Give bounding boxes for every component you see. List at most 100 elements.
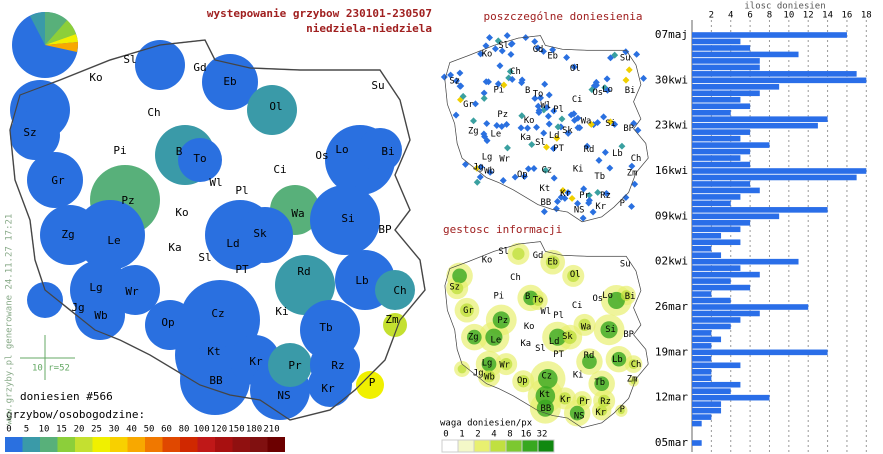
legend-swatch bbox=[110, 437, 128, 452]
density-core bbox=[538, 369, 558, 389]
report-dot bbox=[611, 120, 619, 128]
region-label: BP bbox=[623, 330, 634, 340]
bar bbox=[692, 155, 741, 161]
density-core bbox=[460, 303, 474, 318]
region-label: Zm bbox=[627, 374, 638, 384]
region-label: Kt bbox=[540, 184, 551, 194]
subtitle: niedziela-niedziela bbox=[306, 22, 432, 35]
density-core bbox=[517, 375, 530, 388]
legend-title: grzybow/osobogodzine: bbox=[6, 408, 145, 421]
legend-swatch bbox=[180, 437, 198, 452]
region-label: Lo bbox=[335, 143, 348, 156]
region-label: Ol bbox=[570, 64, 581, 74]
bar bbox=[692, 388, 731, 394]
density-core bbox=[630, 378, 637, 385]
density-blob bbox=[356, 371, 384, 399]
region-label: Rz bbox=[600, 397, 611, 407]
region-label: Tb bbox=[594, 378, 605, 388]
density-core bbox=[596, 405, 608, 417]
legend-swatch bbox=[127, 437, 145, 452]
bar bbox=[692, 440, 702, 446]
legend-swatch bbox=[162, 437, 180, 452]
region-label: Kr bbox=[595, 202, 606, 212]
report-dot bbox=[559, 187, 567, 194]
region-label: Eb bbox=[547, 52, 558, 62]
region-label: Rz bbox=[331, 359, 344, 372]
region-label: Kr bbox=[560, 189, 571, 199]
region-label: Bi bbox=[381, 145, 394, 158]
region-label: Op bbox=[517, 170, 528, 180]
x-tick-label: 4 bbox=[728, 11, 733, 21]
report-dot bbox=[554, 198, 561, 205]
region-label: Pz bbox=[497, 110, 508, 120]
region-label: Sk bbox=[253, 227, 267, 240]
density-blob bbox=[247, 85, 297, 135]
region-label: Zg bbox=[61, 228, 74, 241]
report-dot bbox=[585, 196, 593, 204]
region-label: Le bbox=[107, 234, 120, 247]
density-title: gestosc informacji bbox=[443, 223, 562, 236]
x-tick-label: 12 bbox=[803, 11, 814, 21]
bar bbox=[692, 77, 867, 84]
legend-tick: 60 bbox=[161, 425, 172, 435]
density-core bbox=[607, 291, 625, 309]
region-label: Wa bbox=[581, 322, 592, 332]
region-label: Kr bbox=[249, 355, 263, 368]
region-label: Ki bbox=[275, 305, 288, 318]
region-label: Ol bbox=[269, 100, 282, 113]
region-label: Gd bbox=[193, 61, 206, 74]
bar bbox=[692, 174, 857, 181]
legend-swatch bbox=[215, 437, 233, 452]
region-label: Le bbox=[491, 336, 502, 346]
country-border bbox=[444, 241, 649, 429]
bar bbox=[692, 148, 751, 155]
main-map: Sl Gd Ko Eb Su Ol Ch Sz Pi B To Os Lo Bi Ci Wl Pl Gr Pz Ko W… bbox=[9, 39, 426, 421]
region-label: Wr bbox=[499, 155, 510, 165]
bar bbox=[692, 207, 828, 213]
legend-tick: 80 bbox=[179, 425, 190, 435]
region-label: Ld bbox=[549, 337, 560, 347]
region-label: Ch bbox=[147, 106, 160, 119]
region-label: Lo bbox=[602, 291, 613, 301]
legend-swatch bbox=[40, 437, 58, 452]
x-tick-label: 18 bbox=[861, 11, 872, 21]
region-label: Wa bbox=[291, 207, 304, 220]
region-label: Sz bbox=[449, 283, 460, 293]
density-swatch bbox=[489, 439, 507, 453]
region-label: PT bbox=[553, 144, 564, 154]
region-label: Kt bbox=[540, 390, 551, 400]
region-label: Zg bbox=[468, 127, 479, 137]
bar bbox=[692, 394, 770, 401]
report-dot bbox=[531, 94, 539, 102]
report-dot bbox=[500, 81, 508, 89]
region-label: Os bbox=[592, 88, 603, 98]
report-dot bbox=[550, 174, 558, 182]
report-dot bbox=[524, 165, 532, 173]
density-legend-title: waga doniesien/px bbox=[440, 419, 533, 429]
region-label: Ch bbox=[631, 360, 642, 370]
region-label: Eb bbox=[223, 75, 236, 88]
density-core bbox=[567, 269, 580, 283]
legend-tick: 50 bbox=[144, 425, 155, 435]
region-label: Ka bbox=[520, 133, 531, 143]
region-label: Ol bbox=[570, 270, 581, 280]
bar bbox=[692, 220, 751, 226]
bar bbox=[692, 265, 741, 271]
bar bbox=[692, 161, 751, 168]
region-label: Pz bbox=[121, 194, 134, 207]
region-label: Ko bbox=[482, 256, 493, 266]
region-label: Ko bbox=[89, 71, 102, 84]
report-dot bbox=[508, 40, 516, 48]
region-label: Rd bbox=[584, 145, 595, 155]
region-label: Pl bbox=[553, 105, 564, 115]
density-blob bbox=[40, 205, 100, 265]
bar bbox=[692, 213, 780, 220]
density-core bbox=[582, 354, 597, 369]
x-tick-label: 10 bbox=[783, 11, 794, 21]
density-core bbox=[558, 392, 572, 405]
bar bbox=[692, 278, 731, 284]
region-label: Bi bbox=[625, 86, 636, 96]
bar bbox=[692, 323, 731, 330]
report-dot bbox=[494, 37, 502, 45]
region-label: Sk bbox=[562, 332, 573, 342]
